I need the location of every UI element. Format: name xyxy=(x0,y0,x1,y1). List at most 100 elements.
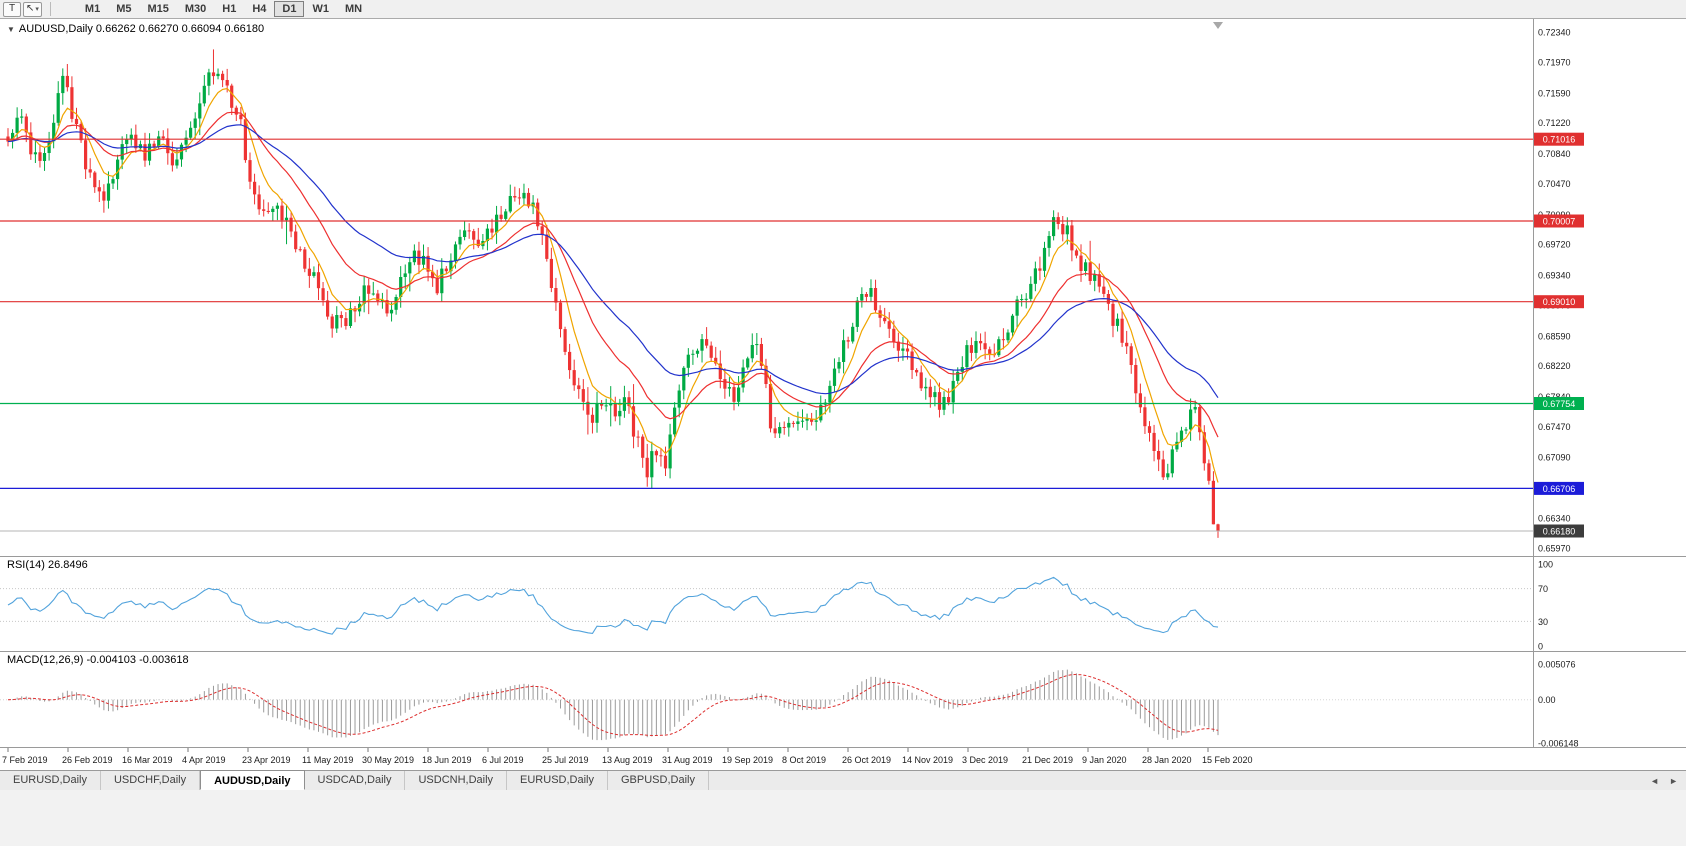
tab-scroll-right-button[interactable]: ► xyxy=(1669,776,1678,786)
window-bottom-area xyxy=(0,790,1686,846)
candle-body xyxy=(339,315,343,319)
candle-body xyxy=(682,367,686,391)
macd-axis-label: -0.006148 xyxy=(1538,739,1579,749)
timeframe-w1-button[interactable]: W1 xyxy=(304,1,337,17)
candle-body xyxy=(431,271,435,279)
candle-body xyxy=(1088,262,1092,281)
candle-body xyxy=(673,407,677,435)
candle-body xyxy=(937,392,942,410)
chart-template-button[interactable]: T xyxy=(3,1,21,17)
price-chart-canvas[interactable]: 0.72340 0.71970 0.71590 0.71220 0.70840 0.704… xyxy=(0,19,1686,770)
timeframe-m15-button[interactable]: M15 xyxy=(139,1,176,17)
price-badge-label: 0.69010 xyxy=(1543,297,1576,307)
tab-scroll-buttons: ◄ ► xyxy=(1650,771,1678,791)
candle-body xyxy=(1093,274,1097,281)
candle-body xyxy=(458,236,462,245)
candle-body xyxy=(659,455,663,457)
date-axis-label: 31 Aug 2019 xyxy=(662,755,713,765)
chart-tab-usdcad-daily[interactable]: USDCAD,Daily xyxy=(305,771,406,790)
chart-tab-usdchf-daily[interactable]: USDCHF,Daily xyxy=(101,771,201,790)
candle-body xyxy=(1010,315,1015,333)
timeframe-m5-button[interactable]: M5 xyxy=(108,1,139,17)
price-axis-label: 0.71970 xyxy=(1538,58,1571,68)
candle-body xyxy=(61,75,65,94)
timeframe-m1-button[interactable]: M1 xyxy=(77,1,108,17)
macd-signal-line xyxy=(7,673,1219,736)
candle-body xyxy=(842,340,846,362)
candle-body xyxy=(979,341,983,344)
candle-body xyxy=(444,268,448,272)
timeframe-h1-button[interactable]: H1 xyxy=(214,1,244,17)
timeframe-m30-button[interactable]: M30 xyxy=(177,1,214,17)
candle-body xyxy=(773,428,777,434)
candle-body xyxy=(1161,459,1165,478)
price-axis-label: 0.71590 xyxy=(1538,88,1571,98)
toolbar-separator xyxy=(49,2,51,16)
candle-body xyxy=(1207,463,1211,481)
chart-tab-usdcnh-daily[interactable]: USDCNH,Daily xyxy=(405,771,508,790)
date-axis-label: 6 Jul 2019 xyxy=(482,755,524,765)
candle-body xyxy=(901,348,905,351)
date-axis-label: 28 Jan 2020 xyxy=(1142,755,1192,765)
date-axis-label: 3 Dec 2019 xyxy=(962,755,1008,765)
chart-area[interactable]: 0.72340 0.71970 0.71590 0.71220 0.70840 0.704… xyxy=(0,19,1686,770)
chart-tab-eurusd-daily[interactable]: EURUSD,Daily xyxy=(0,771,101,790)
date-axis-label: 23 Apr 2019 xyxy=(242,755,291,765)
candle-body xyxy=(768,384,773,429)
candle-body xyxy=(600,403,604,406)
candle-body xyxy=(1038,268,1042,271)
candle-body xyxy=(440,268,444,294)
candle-body xyxy=(225,80,229,86)
candle-body xyxy=(618,410,622,417)
candle-body xyxy=(184,137,188,145)
macd-indicator-label: MACD(12,26,9) -0.004103 -0.003618 xyxy=(7,654,189,666)
chart-tab-eurusd-daily[interactable]: EURUSD,Daily xyxy=(507,771,608,790)
candle-body xyxy=(84,140,88,170)
candle-body xyxy=(93,172,97,188)
horizontal-level-lines[interactable]: 0.71016 0.70007 0.69010 0.67754 0.66706 0.661… xyxy=(0,132,1584,538)
tab-scroll-left-button[interactable]: ◄ xyxy=(1650,776,1660,786)
candle-body xyxy=(513,196,517,198)
candle-body xyxy=(714,357,718,364)
date-axis-label: 25 Jul 2019 xyxy=(542,755,589,765)
candle-body xyxy=(97,187,101,192)
price-axis-label: 0.71220 xyxy=(1538,118,1571,128)
candle-body xyxy=(52,122,56,142)
macd-axis-label: 0.005076 xyxy=(1538,660,1576,670)
chart-tab-audusd-daily[interactable]: AUDUSD,Daily xyxy=(200,770,305,790)
top-toolbar: T ↖▾ M1 M5 M15 M30 H1 H4 D1 W1 MN xyxy=(0,0,1686,19)
candles[interactable] xyxy=(6,49,1220,538)
candle-body xyxy=(723,379,727,389)
candle-body xyxy=(453,244,458,261)
candle-body xyxy=(24,116,28,133)
candle-body xyxy=(1102,286,1106,294)
candle-body xyxy=(718,363,722,380)
candle-body xyxy=(855,300,859,327)
candle-body xyxy=(189,127,193,138)
timeframe-d1-button[interactable]: D1 xyxy=(274,1,305,17)
cursor-tool-button[interactable]: ↖▾ xyxy=(23,1,42,17)
candle-body xyxy=(814,420,818,422)
price-badge xyxy=(1534,132,1584,146)
candle-body xyxy=(1029,283,1033,299)
candle-body xyxy=(746,358,750,368)
candle-body xyxy=(869,288,873,297)
candle-body xyxy=(111,179,115,184)
candle-body xyxy=(385,300,389,314)
candle-body xyxy=(846,340,850,342)
candle-body xyxy=(709,345,713,358)
price-badge-label: 0.71016 xyxy=(1543,135,1576,145)
candle-body xyxy=(449,260,453,272)
candle-body xyxy=(910,351,914,370)
chart-tab-gbpusd-daily[interactable]: GBPUSD,Daily xyxy=(608,771,709,790)
candle-body xyxy=(1179,430,1184,442)
candle-body xyxy=(106,183,111,201)
candle-body xyxy=(1129,346,1133,365)
date-axis-label: 16 Mar 2019 xyxy=(122,755,173,765)
candle-body xyxy=(650,451,654,478)
candle-body xyxy=(540,226,544,235)
timeframe-h4-button[interactable]: H4 xyxy=(244,1,274,17)
timeframe-mn-button[interactable]: MN xyxy=(337,1,370,17)
collapse-chart-icon[interactable]: ▼ xyxy=(7,25,15,34)
candle-body xyxy=(695,350,700,354)
